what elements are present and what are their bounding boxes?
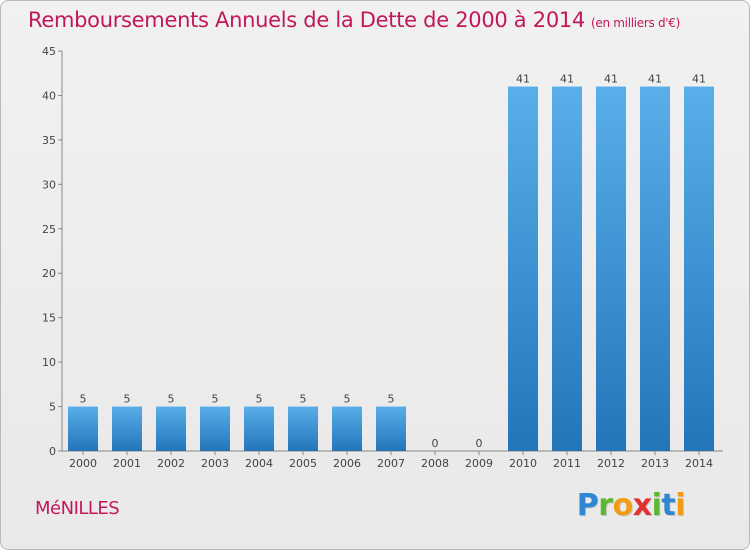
logo-letter: P xyxy=(576,488,599,523)
data-label: 41 xyxy=(516,73,530,86)
bar xyxy=(376,406,406,451)
chart-subtitle: (en milliers d'€) xyxy=(591,16,681,30)
logo-letter: t xyxy=(661,488,676,523)
x-tick-label: 2001 xyxy=(113,457,141,470)
logo-letter: o xyxy=(612,488,634,523)
data-label: 41 xyxy=(648,73,662,86)
bar xyxy=(68,406,98,451)
x-tick-label: 2007 xyxy=(377,457,405,470)
y-tick-label: 25 xyxy=(42,223,56,236)
y-tick-label: 5 xyxy=(49,401,56,414)
data-label: 41 xyxy=(560,73,574,86)
data-label: 5 xyxy=(168,393,175,406)
bar xyxy=(332,406,362,451)
data-label: 5 xyxy=(388,393,395,406)
data-label: 5 xyxy=(300,393,307,406)
data-label: 0 xyxy=(476,437,483,450)
logo-letter: i xyxy=(675,488,685,523)
chart-title-text: Remboursements Annuels de la Dette de 20… xyxy=(28,8,585,32)
logo-letter: x xyxy=(632,488,652,523)
y-tick-label: 0 xyxy=(49,445,56,458)
bar xyxy=(552,86,582,452)
y-tick-label: 45 xyxy=(42,45,56,58)
x-tick-label: 2013 xyxy=(641,457,669,470)
x-tick-label: 2012 xyxy=(597,457,625,470)
y-tick-label: 40 xyxy=(42,89,56,102)
y-tick-label: 20 xyxy=(42,267,56,280)
x-tick-label: 2010 xyxy=(509,457,537,470)
x-tick-label: 2005 xyxy=(289,457,317,470)
data-label: 5 xyxy=(212,393,219,406)
bar xyxy=(684,86,714,452)
proxiti-logo: Proxiti xyxy=(576,488,686,523)
bar xyxy=(112,406,142,451)
data-label: 0 xyxy=(432,437,439,450)
x-tick-label: 2014 xyxy=(685,457,713,470)
data-label: 41 xyxy=(692,73,706,86)
x-tick-label: 2003 xyxy=(201,457,229,470)
data-label: 5 xyxy=(80,393,87,406)
bar xyxy=(200,406,230,451)
x-tick-label: 2011 xyxy=(553,457,581,470)
chart-title: Remboursements Annuels de la Dette de 20… xyxy=(28,8,680,32)
y-tick-label: 35 xyxy=(42,134,56,147)
bar xyxy=(244,406,274,451)
place-name: MéNILLES xyxy=(35,498,120,519)
data-label: 41 xyxy=(604,73,618,86)
x-tick-label: 2000 xyxy=(69,457,97,470)
bar xyxy=(508,86,538,452)
x-tick-label: 2006 xyxy=(333,457,361,470)
y-tick-label: 30 xyxy=(42,178,56,191)
data-label: 5 xyxy=(344,393,351,406)
bar xyxy=(640,86,670,452)
y-tick-label: 15 xyxy=(42,312,56,325)
data-label: 5 xyxy=(124,393,131,406)
x-tick-label: 2009 xyxy=(465,457,493,470)
bar xyxy=(288,406,318,451)
x-tick-label: 2004 xyxy=(245,457,273,470)
logo-letter: i xyxy=(651,488,662,523)
bar xyxy=(596,86,626,452)
x-tick-label: 2008 xyxy=(421,457,449,470)
bar xyxy=(156,406,186,451)
data-label: 5 xyxy=(256,393,263,406)
x-tick-label: 2002 xyxy=(157,457,185,470)
y-tick-label: 10 xyxy=(42,356,56,369)
logo-letter: r xyxy=(598,488,613,523)
